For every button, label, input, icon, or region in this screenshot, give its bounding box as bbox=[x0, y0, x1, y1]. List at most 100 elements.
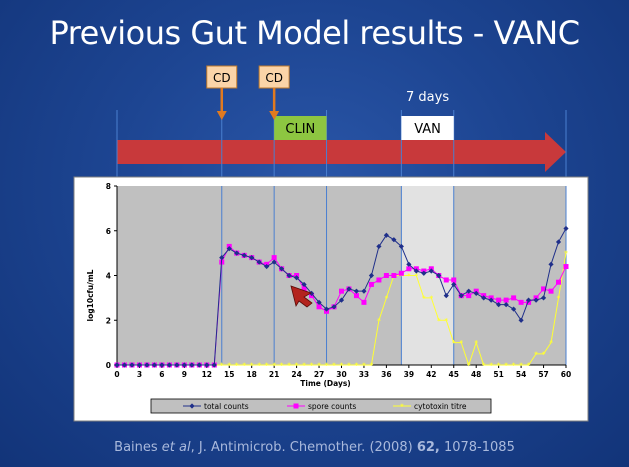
data-point-spore bbox=[518, 299, 524, 305]
data-point-total bbox=[533, 297, 539, 303]
data-point-spore bbox=[383, 273, 389, 278]
marker-label: CD bbox=[265, 71, 283, 85]
data-point-total bbox=[114, 362, 120, 368]
data-point-toxin: * bbox=[557, 294, 561, 302]
data-point-toxin: * bbox=[482, 362, 486, 370]
x-tick-label: 60 bbox=[561, 370, 571, 379]
data-point-toxin: * bbox=[332, 362, 336, 370]
data-point-total bbox=[286, 272, 292, 279]
x-axis-label: Time (Days) bbox=[300, 379, 350, 388]
x-tick-label: 54 bbox=[516, 370, 526, 379]
data-point-toxin: * bbox=[347, 362, 351, 370]
data-point-total bbox=[481, 295, 487, 301]
data-point-total bbox=[368, 272, 375, 279]
data-point-toxin: * bbox=[272, 362, 276, 370]
x-tick-label: 27 bbox=[314, 370, 324, 379]
data-point-toxin: * bbox=[497, 362, 501, 370]
data-point-toxin: * bbox=[377, 317, 381, 325]
data-point-total bbox=[428, 268, 434, 274]
data-point-toxin: * bbox=[257, 362, 261, 370]
citation: Baines et al, J. Antimicrob. Chemother. … bbox=[0, 440, 629, 455]
data-point-toxin: * bbox=[310, 362, 314, 370]
data-point-total bbox=[241, 252, 247, 258]
data-point-toxin: * bbox=[467, 362, 471, 370]
data-point-total bbox=[174, 362, 180, 368]
data-point-total bbox=[376, 243, 382, 250]
x-tick-label: 39 bbox=[404, 370, 414, 379]
data-point-total bbox=[413, 268, 419, 274]
citation-pages: 1078-1085 bbox=[439, 440, 515, 455]
y-tick-label: 0 bbox=[106, 361, 111, 370]
data-point-total bbox=[525, 297, 532, 303]
data-point-toxin: * bbox=[549, 339, 553, 347]
data-point-total bbox=[144, 362, 150, 368]
x-tick-label: 3 bbox=[137, 370, 142, 379]
x-tick-label: 24 bbox=[291, 370, 301, 379]
legend-marker-toxin: * bbox=[400, 403, 404, 411]
data-point-total bbox=[136, 362, 143, 368]
data-point-spore bbox=[451, 277, 457, 283]
data-point-total bbox=[346, 286, 352, 292]
data-point-total bbox=[159, 362, 165, 368]
data-point-total bbox=[473, 290, 479, 296]
citation-authors: Baines bbox=[114, 440, 162, 455]
legend: total counts spore counts * cytotoxin titre bbox=[150, 398, 492, 414]
data-point-total bbox=[226, 246, 232, 252]
data-point-total bbox=[166, 362, 172, 368]
y-tick-label: 8 bbox=[106, 182, 111, 191]
x-tick-label: 15 bbox=[224, 370, 234, 379]
data-point-spore bbox=[406, 266, 412, 272]
data-point-total bbox=[121, 362, 128, 368]
data-point-spore bbox=[353, 293, 359, 299]
data-point-total bbox=[151, 362, 158, 368]
data-point-toxin: * bbox=[489, 362, 493, 370]
data-point-total bbox=[458, 293, 464, 299]
data-point-total bbox=[279, 266, 285, 272]
data-point-total bbox=[219, 255, 225, 261]
data-point-toxin: * bbox=[564, 250, 568, 258]
data-point-total bbox=[316, 299, 322, 305]
phase-box bbox=[274, 116, 327, 140]
data-point-spore bbox=[443, 277, 449, 283]
data-point-toxin: * bbox=[317, 362, 321, 370]
data-point-total bbox=[518, 317, 524, 323]
data-point-total bbox=[271, 259, 277, 265]
data-point-toxin: * bbox=[235, 362, 239, 370]
x-tick-label: 48 bbox=[471, 370, 481, 379]
data-point-total bbox=[421, 270, 427, 276]
data-point-total bbox=[511, 306, 517, 312]
data-point-total bbox=[488, 297, 494, 303]
duration-label: 7 days bbox=[406, 90, 449, 105]
data-point-total bbox=[540, 295, 547, 301]
data-point-spore bbox=[376, 277, 382, 283]
data-point-spore bbox=[361, 299, 367, 305]
data-point-total bbox=[398, 243, 404, 250]
data-point-total bbox=[264, 263, 270, 270]
x-tick-label: 45 bbox=[449, 370, 459, 379]
legend-marker-spore bbox=[293, 403, 299, 409]
citation-etal: et al bbox=[161, 440, 191, 455]
data-point-toxin: * bbox=[385, 294, 389, 302]
data-point-total bbox=[451, 281, 457, 288]
x-tick-label: 42 bbox=[426, 370, 436, 379]
data-point-spore bbox=[541, 286, 547, 292]
data-point-toxin: * bbox=[534, 350, 538, 358]
marker-arrow-head bbox=[216, 111, 227, 120]
legend-marker-total bbox=[189, 403, 195, 409]
data-point-total bbox=[256, 259, 262, 265]
data-point-total bbox=[361, 288, 367, 294]
data-point-spore bbox=[496, 297, 502, 303]
series: * * * * * * * * * * * * * * * * * * * * **** * ** ** ** **** * * * * *… bbox=[114, 225, 569, 370]
slide-title: Previous Gut Model results - VANC bbox=[49, 14, 580, 52]
data-point-toxin: * bbox=[295, 362, 299, 370]
phase-box bbox=[401, 116, 454, 140]
data-point-toxin: * bbox=[325, 362, 329, 370]
x-tick-label: 6 bbox=[159, 370, 164, 379]
data-point-spore bbox=[368, 281, 374, 287]
data-point-total bbox=[503, 301, 509, 308]
data-point-spore bbox=[316, 304, 322, 310]
data-point-spore bbox=[339, 288, 344, 294]
data-point-toxin: * bbox=[302, 362, 306, 370]
timeline-arrow-head bbox=[545, 132, 566, 172]
data-point-toxin: * bbox=[362, 362, 366, 370]
